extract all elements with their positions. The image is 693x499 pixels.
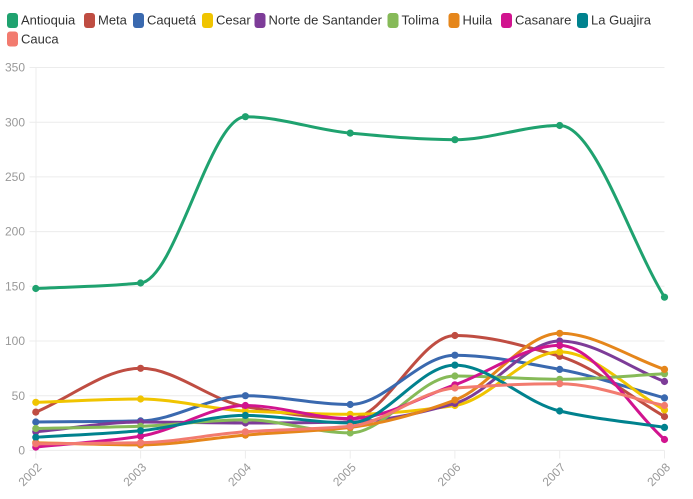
svg-text:Tolima: Tolima — [402, 13, 440, 28]
svg-text:La Guajira: La Guajira — [591, 13, 652, 28]
svg-text:100: 100 — [5, 334, 25, 348]
svg-text:200: 200 — [5, 225, 25, 239]
svg-text:300: 300 — [5, 115, 25, 129]
svg-text:350: 350 — [5, 61, 25, 75]
svg-text:50: 50 — [12, 389, 26, 403]
svg-text:Norte de Santander: Norte de Santander — [269, 13, 383, 28]
svg-text:Meta: Meta — [98, 13, 128, 28]
svg-text:150: 150 — [5, 279, 25, 293]
svg-text:Huila: Huila — [463, 13, 493, 28]
svg-text:Cauca: Cauca — [21, 32, 59, 47]
svg-text:250: 250 — [5, 170, 25, 184]
svg-text:0: 0 — [18, 444, 25, 458]
svg-text:Antioquia: Antioquia — [21, 13, 76, 28]
svg-text:Cesar: Cesar — [216, 13, 251, 28]
svg-text:Caquetá: Caquetá — [147, 13, 197, 28]
svg-text:Casanare: Casanare — [515, 13, 571, 28]
